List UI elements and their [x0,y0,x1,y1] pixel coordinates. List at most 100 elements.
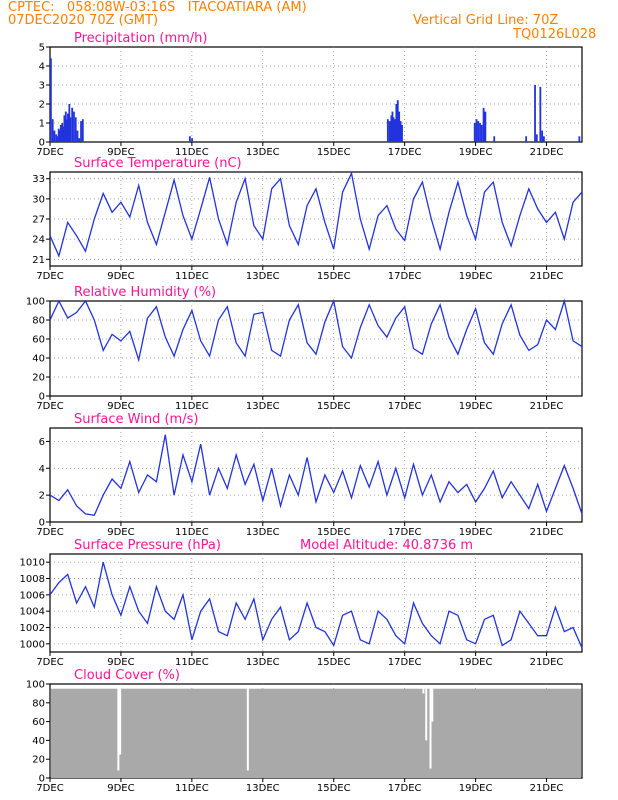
precip-bar [391,111,394,142]
precip-bar [76,130,79,142]
header-run-id: TQ0126L028 [513,27,597,42]
x-tick-label: 15DEC [317,783,351,794]
y-tick-label: 40 [32,354,45,365]
x-tick-label: 7DEC [36,783,63,794]
cloud-cover-gap [425,688,428,741]
panel-title: Surface Wind (m/s) [74,412,198,427]
x-tick-label: 17DEC [388,147,422,158]
series-line [49,298,583,363]
x-tick-label: 11DEC [175,147,209,158]
x-tick-label: 13DEC [246,657,280,668]
x-tick-label: 7DEC [36,657,63,668]
x-tick-label: 17DEC [388,657,422,668]
x-tick-label: 7DEC [36,147,63,158]
panel-title: Surface Temperature (nC) [74,156,242,171]
x-tick-label: 9DEC [107,271,134,282]
x-tick-label: 13DEC [246,147,280,158]
x-tick-label: 21DEC [530,271,564,282]
panel-3: Surface Wind (m/s) 0 2 4 6 7DEC 9DEC 11DEC 13DEC… [36,412,583,538]
precip-bar [58,130,61,142]
y-tick-label: 60 [32,717,45,728]
precip-bar [525,136,528,142]
precip-bar [396,100,399,142]
cloud-cover-gap [431,688,434,722]
y-tick-label: 100 [26,297,45,308]
precip-bar [59,124,62,142]
y-tick-label: 27 [32,215,45,226]
panel-0: Precipitation (mm/h) 0 1 2 3 4 5 7DEC 9DEC 11DEC 1… [36,31,583,158]
panel-title: Cloud Cover (%) [74,668,180,683]
panel-2: Relative Humidity (%) 0 20 40 60 80 100 7DEC 9DE… [26,285,583,412]
x-tick-label: 15DEC [317,657,351,668]
y-tick-label: 2 [39,100,45,111]
x-tick-label: 15DEC [317,147,351,158]
x-tick-label: 17DEC [388,527,422,538]
plot-frame [49,427,583,523]
cloud-cover-gap [246,688,249,771]
precip-bar [535,134,538,142]
x-tick-label: 7DEC [36,527,63,538]
x-tick-label: 15DEC [317,527,351,538]
x-tick-label: 13DEC [246,783,280,794]
series-line [49,562,583,649]
x-tick-label: 17DEC [388,401,422,412]
header-datetime: 07DEC2020 70Z (GMT) [8,13,159,28]
x-tick-label: 11DEC [175,271,209,282]
precip-bar [395,104,398,142]
x-tick-label: 21DEC [530,657,564,668]
precip-bar [81,119,84,142]
precip-bar [541,130,544,142]
precip-bar [477,121,480,142]
x-tick-label: 19DEC [459,401,493,412]
precip-bar [394,119,396,142]
y-tick-label: 20 [32,373,45,384]
panel-5: Cloud Cover (%) 0 20 40 60 80 100 7DEC 9DEC 11DEC… [26,668,583,794]
y-tick-label: 1000 [20,639,45,650]
x-tick-label: 15DEC [317,401,351,412]
y-tick-label: 100 [26,680,45,691]
precip-bar [398,111,401,142]
y-tick-label: 21 [32,255,45,266]
y-tick-label: 80 [32,316,45,327]
x-tick-label: 21DEC [530,783,564,794]
precip-bar [67,113,69,142]
precip-bar [401,124,403,142]
x-tick-label: 13DEC [246,401,280,412]
x-tick-label: 21DEC [530,147,564,158]
precip-bar [56,136,59,142]
cloud-cover-gap [429,688,432,769]
precip-bar [189,136,191,142]
y-tick-label: 4 [39,464,45,475]
precip-bar [63,115,66,142]
precip-bar [73,111,75,142]
precip-bar [388,121,391,142]
cloud-cover-fill [51,688,581,778]
precip-bar [64,111,67,142]
precip-bar [482,107,485,142]
header-station: CPTEC: 058:08W-03:16S ITACOATIARA (AM) [8,0,307,15]
precip-bar [475,119,478,142]
precip-bar [50,58,52,142]
y-tick-label: 1002 [20,623,45,634]
x-tick-label: 13DEC [246,527,280,538]
precip-bar [62,126,65,142]
y-tick-label: 20 [32,755,45,766]
panel-4: Surface Pressure (hPa) Model Altitude: 40… [20,538,583,668]
y-tick-label: 1006 [20,590,45,601]
x-tick-label: 17DEC [388,271,422,282]
precip-bar [390,115,393,142]
precip-bar [473,123,476,142]
precip-bar [191,138,193,142]
x-tick-label: 9DEC [107,147,134,158]
x-tick-label: 9DEC [107,657,134,668]
precip-bar [534,85,536,142]
x-tick-label: 9DEC [107,527,134,538]
x-tick-label: 15DEC [317,271,351,282]
x-tick-label: 19DEC [459,271,493,282]
y-tick-label: 33 [32,174,45,185]
y-tick-label: 1010 [20,558,45,569]
precip-bar [74,117,77,142]
precip-bar [493,136,496,142]
precip-bar [392,117,395,142]
